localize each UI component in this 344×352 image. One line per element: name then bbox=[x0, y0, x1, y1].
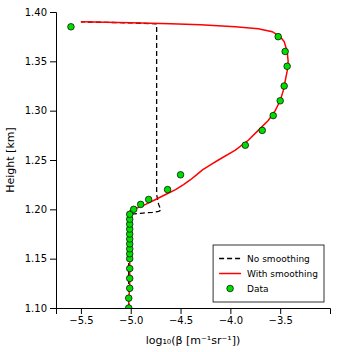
x-tick-mark bbox=[131, 308, 132, 314]
data-point bbox=[284, 63, 291, 70]
y-tick: 1.35 bbox=[25, 56, 56, 67]
legend-item: No smoothing bbox=[219, 254, 310, 264]
legend-item: Data bbox=[227, 284, 269, 294]
y-axis-title: Height [km] bbox=[4, 127, 17, 193]
legend-symbol bbox=[219, 273, 241, 275]
legend: No smoothing With smoothing Data bbox=[213, 245, 324, 302]
x-tick: −4.0 bbox=[219, 308, 243, 326]
y-tick: 1.25 bbox=[25, 155, 56, 166]
y-tick: 1.40 bbox=[25, 7, 56, 18]
legend-symbol bbox=[219, 258, 241, 260]
data-point bbox=[177, 172, 184, 179]
legend-label: Data bbox=[247, 284, 269, 294]
y-tick-mark bbox=[50, 209, 56, 210]
y-axis-line bbox=[50, 13, 57, 309]
x-tick-label: −5.0 bbox=[119, 315, 143, 326]
y-tick-mark bbox=[50, 111, 56, 112]
y-tick-label: 1.10 bbox=[25, 303, 47, 314]
legend-label: No smoothing bbox=[247, 254, 310, 264]
x-tick: −4.5 bbox=[169, 308, 193, 326]
data-point bbox=[68, 24, 75, 31]
y-tick: 1.15 bbox=[25, 253, 56, 264]
data-point bbox=[242, 142, 249, 149]
data-point bbox=[145, 196, 152, 203]
legend-item: With smoothing bbox=[219, 269, 318, 279]
x-tick: −3.5 bbox=[269, 308, 293, 326]
data-point bbox=[281, 83, 288, 90]
y-tick-mark bbox=[50, 160, 56, 161]
x-axis-title: log₁₀(β [m⁻¹sr⁻¹]) bbox=[146, 334, 241, 347]
data-point bbox=[126, 265, 133, 272]
data-point bbox=[259, 127, 266, 134]
line-series bbox=[81, 22, 161, 308]
y-tick: 1.30 bbox=[25, 105, 56, 116]
y-tick-label: 1.20 bbox=[25, 204, 47, 215]
legend-label: With smoothing bbox=[247, 269, 318, 279]
data-point bbox=[270, 112, 277, 119]
y-tick-label: 1.25 bbox=[25, 155, 47, 166]
data-point bbox=[164, 186, 171, 193]
x-tick-mark bbox=[230, 308, 231, 314]
y-tick-mark bbox=[50, 12, 56, 13]
x-tick-mark bbox=[181, 308, 182, 314]
y-axis: 1.10 1.15 1.20 1.25 1.30 1.35 1.40 bbox=[25, 7, 57, 314]
data-point bbox=[277, 98, 284, 105]
y-tick-mark bbox=[50, 259, 56, 260]
data-point bbox=[137, 201, 144, 208]
legend-symbol bbox=[227, 285, 234, 292]
y-tick-mark bbox=[50, 308, 56, 309]
y-tick: 1.20 bbox=[25, 204, 56, 215]
data-point bbox=[125, 295, 132, 302]
data-point bbox=[130, 206, 137, 213]
x-tick-label: −5.5 bbox=[69, 315, 93, 326]
x-tick-label: −4.5 bbox=[169, 315, 193, 326]
chart: −5.5 −5.0 −4.5 −4.0 −3.5 1.10 1.15 1.20 1.25 1.30… bbox=[0, 0, 344, 352]
x-tick: −5.0 bbox=[119, 308, 143, 326]
data-point bbox=[275, 33, 282, 40]
y-tick-label: 1.15 bbox=[25, 253, 47, 264]
x-tick-label: −3.5 bbox=[269, 315, 293, 326]
x-tick-mark bbox=[81, 308, 82, 314]
x-tick: −5.5 bbox=[69, 308, 93, 326]
y-tick-mark bbox=[50, 61, 56, 62]
y-tick-label: 1.35 bbox=[25, 56, 47, 67]
y-tick-label: 1.40 bbox=[25, 7, 47, 18]
legend-box bbox=[213, 245, 324, 302]
data-point bbox=[126, 275, 133, 282]
data-point bbox=[126, 285, 133, 292]
y-tick: 1.10 bbox=[25, 303, 56, 314]
x-axis-line bbox=[57, 309, 331, 315]
y-tick-label: 1.30 bbox=[25, 105, 47, 116]
x-tick-mark bbox=[280, 308, 281, 314]
data-point bbox=[125, 305, 132, 308]
x-tick-label: −4.0 bbox=[219, 315, 243, 326]
data-point bbox=[282, 48, 289, 55]
x-axis: −5.5 −5.0 −4.5 −4.0 −3.5 bbox=[57, 308, 331, 326]
